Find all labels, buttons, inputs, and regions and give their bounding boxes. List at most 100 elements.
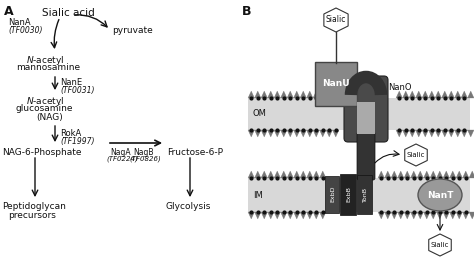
Polygon shape	[422, 130, 428, 137]
Polygon shape	[441, 91, 448, 98]
Text: NanA: NanA	[8, 18, 31, 27]
Polygon shape	[287, 130, 293, 137]
Polygon shape	[274, 130, 281, 137]
Polygon shape	[396, 91, 402, 98]
Polygon shape	[267, 212, 274, 219]
Text: Fructose-6-P: Fructose-6-P	[167, 148, 223, 157]
Polygon shape	[261, 91, 267, 98]
Polygon shape	[391, 171, 398, 178]
Polygon shape	[313, 171, 319, 178]
Text: (TF0826): (TF0826)	[129, 156, 161, 163]
Polygon shape	[313, 212, 319, 219]
FancyBboxPatch shape	[340, 174, 356, 215]
Polygon shape	[293, 130, 300, 137]
Polygon shape	[307, 212, 313, 219]
Polygon shape	[248, 91, 255, 98]
Text: NagB: NagB	[133, 148, 154, 157]
Text: NanO: NanO	[388, 83, 411, 93]
Polygon shape	[396, 130, 402, 137]
Polygon shape	[423, 212, 430, 219]
Polygon shape	[307, 171, 313, 178]
FancyBboxPatch shape	[344, 76, 388, 142]
Text: (NAG): (NAG)	[36, 113, 63, 122]
Polygon shape	[449, 212, 456, 219]
Polygon shape	[435, 130, 441, 137]
Text: RokA: RokA	[60, 129, 81, 138]
Polygon shape	[422, 91, 428, 98]
Text: ExbB: ExbB	[346, 186, 351, 202]
Polygon shape	[287, 91, 293, 98]
Polygon shape	[430, 212, 437, 219]
Polygon shape	[443, 212, 449, 219]
Text: NagA: NagA	[110, 148, 131, 157]
Text: Sialic acid: Sialic acid	[42, 8, 95, 18]
Polygon shape	[293, 171, 300, 178]
Polygon shape	[248, 171, 255, 178]
Text: precursors: precursors	[8, 211, 56, 220]
Polygon shape	[435, 91, 441, 98]
Text: glucosamine: glucosamine	[16, 104, 73, 113]
Polygon shape	[319, 171, 326, 178]
Polygon shape	[461, 91, 467, 98]
Polygon shape	[443, 171, 449, 178]
Polygon shape	[267, 130, 274, 137]
Polygon shape	[384, 212, 391, 219]
Polygon shape	[281, 212, 287, 219]
Polygon shape	[300, 130, 307, 137]
Polygon shape	[404, 171, 410, 178]
Polygon shape	[248, 130, 255, 137]
Text: IM: IM	[253, 190, 263, 200]
Text: NanT: NanT	[427, 190, 453, 200]
Polygon shape	[307, 130, 313, 137]
Polygon shape	[319, 212, 326, 219]
Text: A: A	[4, 5, 14, 18]
Polygon shape	[261, 212, 267, 219]
Text: B: B	[242, 5, 252, 18]
Polygon shape	[467, 130, 474, 137]
Polygon shape	[463, 171, 469, 178]
Polygon shape	[437, 171, 443, 178]
Polygon shape	[437, 212, 443, 219]
Polygon shape	[416, 91, 422, 98]
Polygon shape	[404, 212, 410, 219]
Polygon shape	[461, 130, 467, 137]
Polygon shape	[409, 130, 416, 137]
Polygon shape	[248, 212, 255, 219]
Polygon shape	[267, 171, 274, 178]
Polygon shape	[319, 91, 326, 98]
Polygon shape	[456, 171, 463, 178]
Polygon shape	[398, 212, 404, 219]
Polygon shape	[261, 130, 267, 137]
Polygon shape	[261, 171, 267, 178]
Polygon shape	[274, 91, 281, 98]
Polygon shape	[326, 130, 332, 137]
Text: (TF1997): (TF1997)	[60, 137, 94, 146]
Polygon shape	[463, 212, 469, 219]
Polygon shape	[313, 91, 319, 98]
Polygon shape	[417, 171, 423, 178]
Text: Sialic: Sialic	[431, 242, 449, 248]
Polygon shape	[324, 8, 348, 32]
Polygon shape	[255, 91, 261, 98]
Polygon shape	[332, 130, 339, 137]
Polygon shape	[409, 91, 416, 98]
Polygon shape	[469, 171, 474, 178]
Ellipse shape	[418, 179, 462, 211]
Polygon shape	[455, 130, 461, 137]
Polygon shape	[255, 171, 261, 178]
Polygon shape	[332, 91, 339, 98]
Polygon shape	[313, 130, 319, 137]
Polygon shape	[429, 234, 451, 256]
Polygon shape	[255, 130, 261, 137]
Text: NanU: NanU	[322, 79, 350, 89]
Polygon shape	[274, 212, 281, 219]
Text: (TF0031): (TF0031)	[60, 86, 94, 95]
Text: (TF0030): (TF0030)	[8, 26, 43, 35]
Text: $N$-acetyl: $N$-acetyl	[26, 54, 64, 67]
Polygon shape	[467, 91, 474, 98]
Polygon shape	[449, 171, 456, 178]
FancyBboxPatch shape	[315, 62, 357, 106]
Polygon shape	[391, 212, 398, 219]
Text: Glycolysis: Glycolysis	[166, 202, 211, 211]
Polygon shape	[319, 130, 326, 137]
